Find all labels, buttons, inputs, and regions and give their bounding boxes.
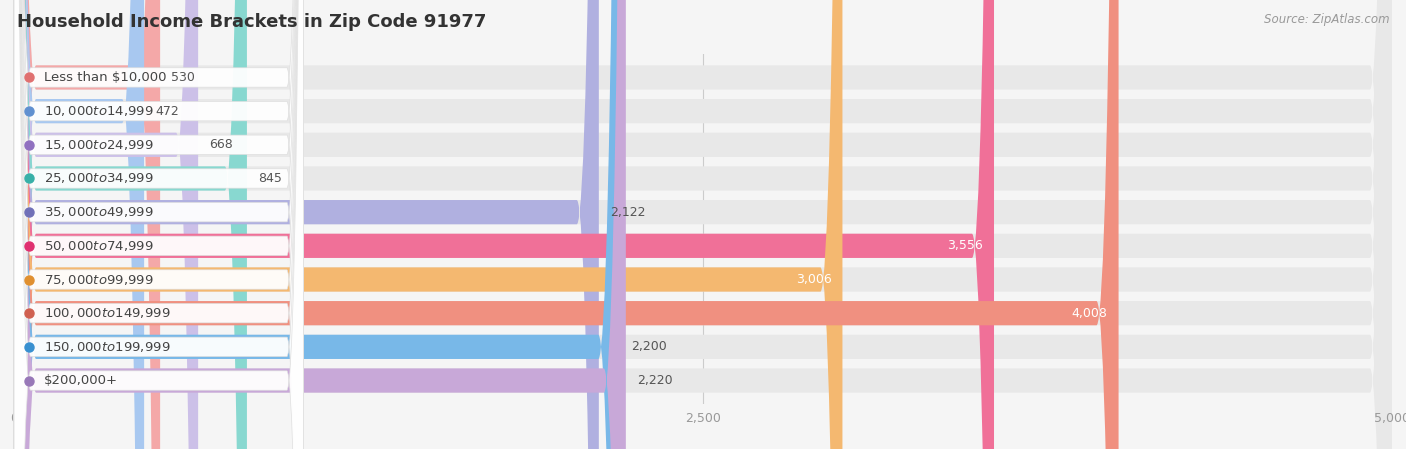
Text: 3,006: 3,006 — [796, 273, 831, 286]
FancyBboxPatch shape — [14, 0, 304, 449]
Text: 472: 472 — [155, 105, 179, 118]
Text: 2,220: 2,220 — [637, 374, 672, 387]
FancyBboxPatch shape — [14, 0, 304, 449]
FancyBboxPatch shape — [14, 0, 304, 449]
Text: $75,000 to $99,999: $75,000 to $99,999 — [45, 273, 155, 286]
FancyBboxPatch shape — [14, 0, 160, 449]
FancyBboxPatch shape — [14, 0, 247, 449]
FancyBboxPatch shape — [14, 0, 198, 449]
Text: $35,000 to $49,999: $35,000 to $49,999 — [45, 205, 155, 219]
FancyBboxPatch shape — [14, 0, 1392, 449]
Text: 2,200: 2,200 — [631, 340, 666, 353]
Text: $200,000+: $200,000+ — [45, 374, 118, 387]
Text: 530: 530 — [172, 71, 195, 84]
Text: $25,000 to $34,999: $25,000 to $34,999 — [45, 172, 155, 185]
FancyBboxPatch shape — [14, 0, 1392, 449]
FancyBboxPatch shape — [14, 0, 304, 449]
Text: $10,000 to $14,999: $10,000 to $14,999 — [45, 104, 155, 118]
FancyBboxPatch shape — [14, 0, 1392, 449]
Text: $150,000 to $199,999: $150,000 to $199,999 — [45, 340, 172, 354]
FancyBboxPatch shape — [14, 0, 304, 449]
FancyBboxPatch shape — [14, 0, 304, 449]
FancyBboxPatch shape — [14, 0, 626, 449]
Text: $100,000 to $149,999: $100,000 to $149,999 — [45, 306, 172, 320]
FancyBboxPatch shape — [14, 0, 1392, 449]
Text: Less than $10,000: Less than $10,000 — [45, 71, 167, 84]
FancyBboxPatch shape — [14, 0, 1392, 449]
Text: 845: 845 — [257, 172, 281, 185]
Text: 2,122: 2,122 — [610, 206, 645, 219]
FancyBboxPatch shape — [14, 0, 1392, 449]
FancyBboxPatch shape — [14, 0, 620, 449]
Text: Household Income Brackets in Zip Code 91977: Household Income Brackets in Zip Code 91… — [17, 13, 486, 31]
FancyBboxPatch shape — [14, 0, 1392, 449]
FancyBboxPatch shape — [14, 0, 1119, 449]
Text: Source: ZipAtlas.com: Source: ZipAtlas.com — [1264, 13, 1389, 26]
Text: 3,556: 3,556 — [948, 239, 983, 252]
Text: 4,008: 4,008 — [1071, 307, 1108, 320]
FancyBboxPatch shape — [14, 0, 304, 449]
FancyBboxPatch shape — [14, 0, 842, 449]
FancyBboxPatch shape — [14, 0, 304, 449]
FancyBboxPatch shape — [14, 0, 304, 449]
FancyBboxPatch shape — [14, 0, 994, 449]
FancyBboxPatch shape — [14, 0, 1392, 449]
FancyBboxPatch shape — [14, 0, 599, 449]
Text: $15,000 to $24,999: $15,000 to $24,999 — [45, 138, 155, 152]
FancyBboxPatch shape — [14, 0, 1392, 449]
Text: 668: 668 — [209, 138, 233, 151]
Text: $50,000 to $74,999: $50,000 to $74,999 — [45, 239, 155, 253]
FancyBboxPatch shape — [14, 0, 1392, 449]
FancyBboxPatch shape — [14, 0, 145, 449]
FancyBboxPatch shape — [14, 0, 304, 449]
